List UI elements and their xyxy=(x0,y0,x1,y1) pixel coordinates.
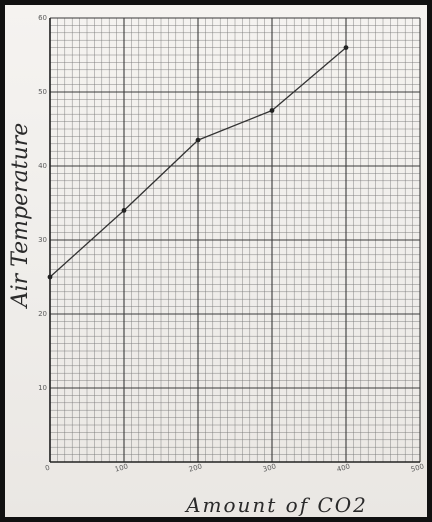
axes xyxy=(49,18,420,463)
data-point xyxy=(195,137,201,143)
x-axis-label: Amount of CO2 xyxy=(184,493,368,517)
y-axis-label: Air Temperature xyxy=(8,123,33,310)
x-tick-label: 200 xyxy=(188,462,203,473)
y-tick-label: 60 xyxy=(38,14,47,22)
y-tick-label: 40 xyxy=(38,162,47,170)
data-point xyxy=(269,108,275,113)
x-tick-label: 400 xyxy=(336,462,351,473)
data-point xyxy=(47,274,53,280)
y-tick-label: 10 xyxy=(38,384,47,392)
x-tick-label: 0 xyxy=(44,464,50,473)
x-tick-labels: 0 100 200 300 400 500 xyxy=(44,462,425,473)
y-tick-label: 20 xyxy=(38,310,47,318)
x-tick-label: 100 xyxy=(114,462,129,473)
data-point xyxy=(343,45,349,50)
data-point xyxy=(121,208,127,213)
graph-paper xyxy=(5,5,427,517)
x-tick-label: 500 xyxy=(410,462,425,473)
y-tick-label: 30 xyxy=(38,236,47,244)
y-tick-labels: 10 20 30 40 50 60 xyxy=(38,14,47,392)
y-tick-label: 50 xyxy=(38,88,47,96)
data-series xyxy=(47,45,349,280)
x-tick-label: 300 xyxy=(262,462,277,473)
